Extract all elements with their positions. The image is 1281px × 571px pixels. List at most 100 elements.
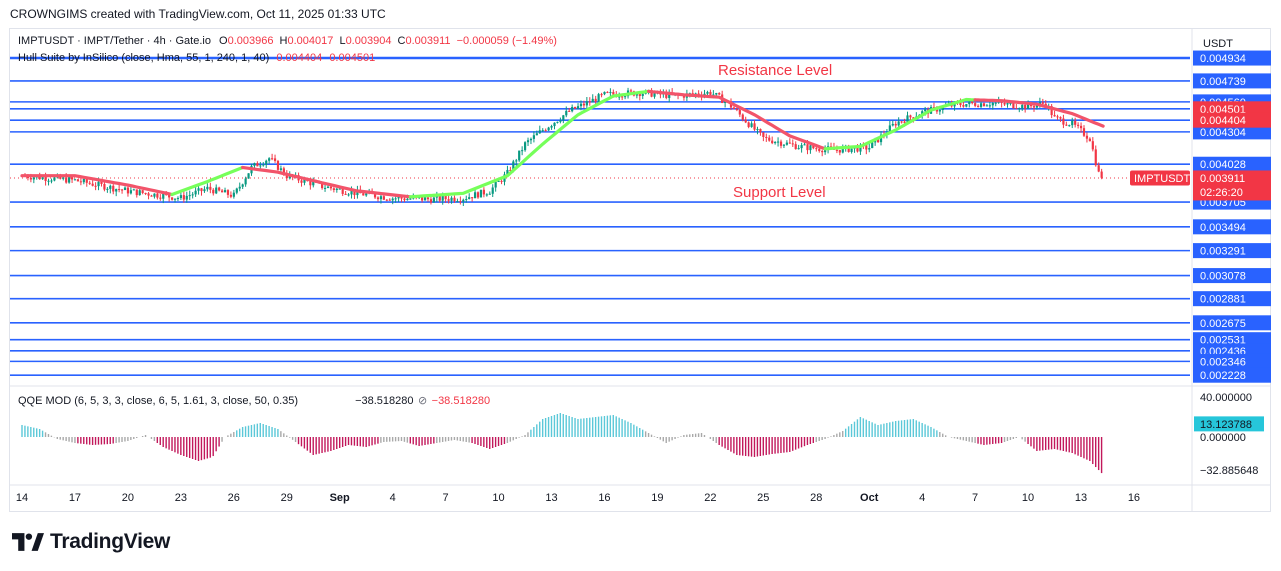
- qqe-legend: QQE MOD (6, 5, 3, 3, close, 6, 5, 1.61, …: [18, 394, 490, 407]
- candle: [1056, 116, 1059, 118]
- candle: [485, 194, 488, 196]
- candle: [979, 103, 983, 107]
- candle: [621, 96, 624, 98]
- price-tag-bg: [1193, 219, 1271, 235]
- candle: [218, 187, 221, 191]
- candle: [838, 150, 841, 153]
- price-tick-label: 0.002675: [1200, 318, 1246, 330]
- candle: [1050, 106, 1053, 116]
- candle: [512, 161, 515, 171]
- date-tick-label: 23: [175, 492, 187, 504]
- tradingview-logo: TradingView: [12, 530, 170, 554]
- low-value: 0.003904: [345, 35, 392, 47]
- candle: [782, 144, 786, 146]
- candle: [1035, 104, 1039, 108]
- candle: [273, 158, 277, 161]
- candle: [1091, 141, 1094, 150]
- candle: [147, 193, 150, 196]
- candle: [650, 90, 653, 97]
- candle: [329, 186, 333, 189]
- candle: [382, 196, 385, 200]
- candle: [550, 126, 553, 128]
- price-tag-bg: [1193, 243, 1271, 259]
- candle: [156, 193, 159, 198]
- candle: [821, 151, 824, 153]
- high-value: 0.004017: [287, 35, 334, 47]
- candle: [465, 199, 468, 201]
- candle: [1053, 115, 1056, 117]
- date-tick-label: 16: [598, 492, 610, 504]
- candle: [691, 93, 694, 95]
- candle: [223, 190, 227, 193]
- candle: [500, 180, 503, 182]
- hull-down-segment: [647, 89, 827, 151]
- date-tick-label: 22: [704, 492, 716, 504]
- candle: [568, 110, 571, 112]
- symbol-title: IMPTUSDT · IMPT/Tether · 4h · Gate.io: [18, 35, 211, 47]
- eye-slash-icon[interactable]: ⊘: [417, 395, 428, 407]
- candle: [406, 198, 409, 201]
- hull-label: Hull Suite by InSilico (close, Hma, 55, …: [18, 52, 270, 64]
- candle: [376, 197, 380, 200]
- candle: [335, 188, 338, 190]
- price-tag-bg: [1193, 315, 1271, 331]
- candle: [668, 92, 671, 98]
- price-tick-label: 0.002228: [1200, 370, 1246, 382]
- support-label: Support Level: [733, 184, 826, 201]
- candle: [112, 185, 115, 192]
- candle: [494, 181, 497, 188]
- candle: [347, 194, 350, 196]
- candle: [1006, 103, 1009, 105]
- candle: [473, 192, 477, 199]
- candle: [779, 141, 783, 146]
- qqe-tick-label: 0.000000: [1200, 432, 1246, 444]
- hull-value-1: 0.004404: [276, 52, 323, 64]
- candle: [694, 93, 697, 95]
- candle: [762, 132, 765, 138]
- candle: [453, 197, 456, 202]
- candle: [159, 197, 162, 199]
- candle: [450, 197, 453, 201]
- candle: [491, 187, 494, 194]
- candle: [768, 137, 771, 141]
- price-tag-bg: [1193, 50, 1271, 66]
- candle: [588, 101, 591, 103]
- candle: [271, 158, 274, 160]
- candle: [76, 179, 80, 182]
- candle: [803, 144, 806, 146]
- candle: [1062, 118, 1065, 125]
- candle: [909, 115, 912, 118]
- candle: [200, 188, 203, 192]
- candle: [750, 123, 753, 127]
- candle: [1024, 104, 1027, 109]
- candle: [771, 140, 774, 144]
- open-value: 0.003966: [227, 35, 274, 47]
- price-tag-bg: [1193, 353, 1271, 369]
- candle: [1088, 138, 1091, 142]
- candle: [1003, 102, 1006, 105]
- candle: [603, 91, 606, 95]
- date-tick-label: 25: [757, 492, 769, 504]
- date-tick-label: 20: [122, 492, 134, 504]
- candle: [591, 98, 594, 103]
- candle: [629, 90, 633, 92]
- candle: [220, 190, 224, 193]
- qqe-tick-label: −32.885648: [1200, 465, 1258, 477]
- candle: [547, 127, 550, 131]
- candle: [421, 197, 424, 201]
- candle: [203, 189, 206, 192]
- candle: [141, 190, 144, 193]
- hull-value-tag: [1193, 112, 1271, 128]
- tradingview-logo-icon: [12, 533, 44, 551]
- candle: [712, 94, 715, 96]
- candle: [115, 189, 118, 192]
- candle: [400, 196, 403, 199]
- candle: [1059, 117, 1062, 119]
- date-tick-label: 29: [281, 492, 293, 504]
- candle: [212, 189, 215, 194]
- candle: [179, 195, 183, 199]
- qqe-tick-label: 40.000000: [1200, 392, 1252, 404]
- candle: [118, 189, 121, 191]
- candle: [962, 105, 965, 107]
